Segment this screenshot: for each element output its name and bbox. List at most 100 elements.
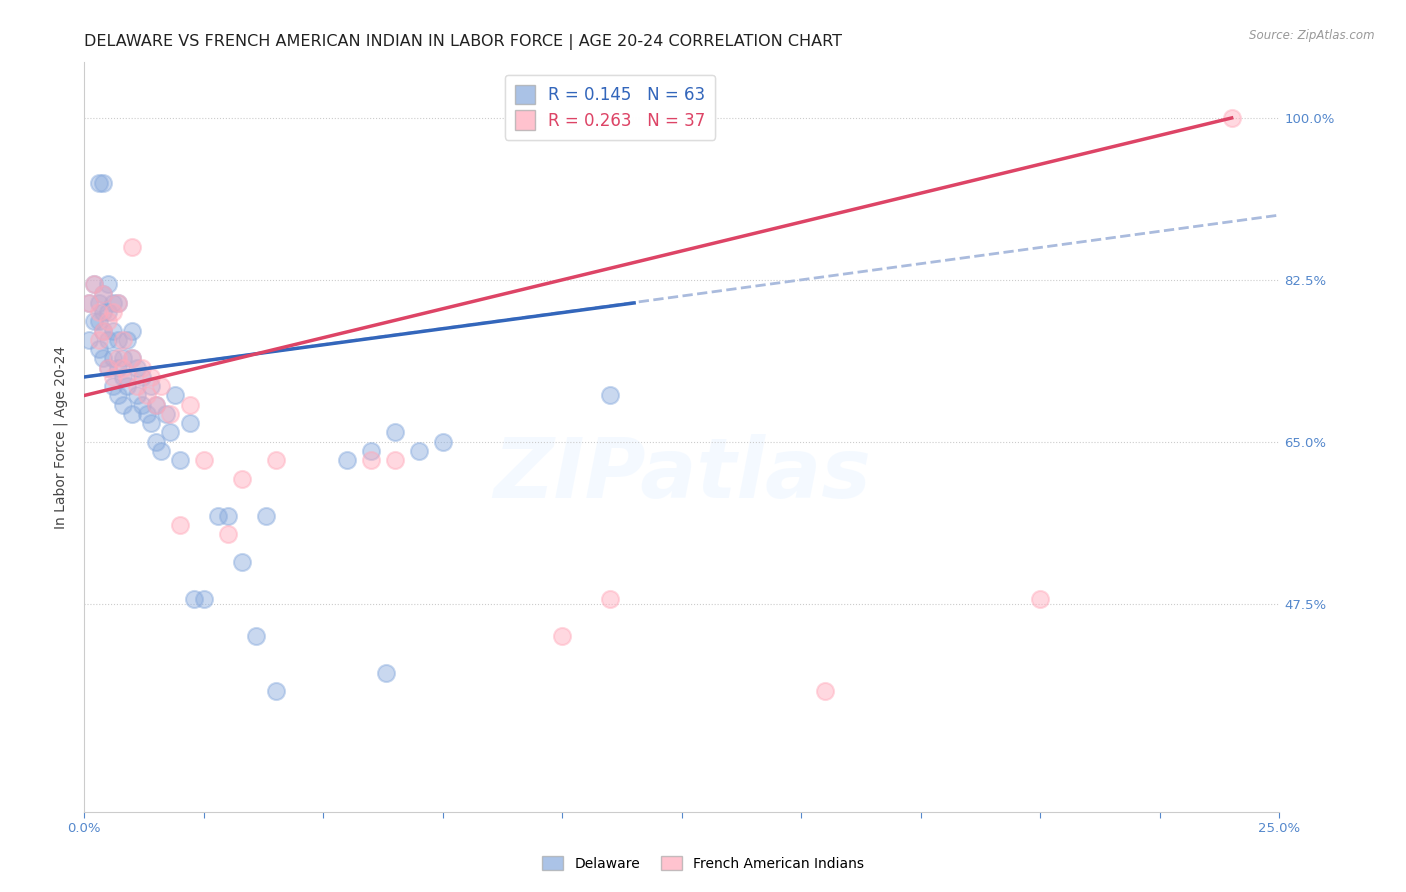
- Point: [93, 286, 115, 301]
- Point: [336, 453, 359, 467]
- Point: [101, 296, 124, 310]
- Point: [93, 176, 115, 190]
- Point: [111, 370, 134, 384]
- Point: [111, 398, 134, 412]
- Point: [155, 407, 177, 421]
- Point: [107, 296, 129, 310]
- Legend: R = 0.145   N = 63, R = 0.263   N = 37: R = 0.145 N = 63, R = 0.263 N = 37: [505, 75, 716, 140]
- Point: [145, 398, 167, 412]
- Point: [87, 314, 110, 328]
- Point: [101, 324, 124, 338]
- Point: [599, 591, 621, 606]
- Point: [384, 453, 406, 467]
- Point: [107, 296, 129, 310]
- Point: [179, 398, 201, 412]
- Point: [101, 379, 124, 393]
- Point: [217, 527, 239, 541]
- Point: [83, 277, 105, 292]
- Point: [264, 684, 287, 698]
- Point: [360, 444, 382, 458]
- Point: [245, 629, 267, 643]
- Point: [111, 333, 134, 347]
- Point: [107, 351, 129, 366]
- Point: [169, 453, 191, 467]
- Point: [97, 277, 120, 292]
- Point: [111, 351, 134, 366]
- Point: [121, 240, 143, 254]
- Point: [254, 508, 277, 523]
- Point: [87, 342, 110, 356]
- Point: [121, 351, 143, 366]
- Text: ZIPatlas: ZIPatlas: [494, 434, 870, 515]
- Point: [97, 314, 120, 328]
- Point: [384, 425, 406, 440]
- Point: [193, 591, 215, 606]
- Point: [97, 360, 120, 375]
- Point: [231, 472, 253, 486]
- Point: [217, 508, 239, 523]
- Point: [117, 379, 139, 393]
- Point: [121, 324, 143, 338]
- Point: [125, 388, 148, 402]
- Point: [814, 684, 837, 698]
- Point: [77, 296, 100, 310]
- Point: [83, 314, 105, 328]
- Point: [131, 370, 153, 384]
- Point: [117, 370, 139, 384]
- Point: [374, 665, 396, 680]
- Legend: Delaware, French American Indians: Delaware, French American Indians: [537, 850, 869, 876]
- Point: [360, 453, 382, 467]
- Point: [145, 434, 167, 449]
- Point: [193, 453, 215, 467]
- Point: [149, 379, 172, 393]
- Point: [149, 444, 172, 458]
- Point: [408, 444, 430, 458]
- Point: [93, 305, 115, 319]
- Point: [97, 360, 120, 375]
- Point: [207, 508, 229, 523]
- Point: [83, 277, 105, 292]
- Text: DELAWARE VS FRENCH AMERICAN INDIAN IN LABOR FORCE | AGE 20-24 CORRELATION CHART: DELAWARE VS FRENCH AMERICAN INDIAN IN LA…: [84, 34, 842, 50]
- Point: [551, 629, 574, 643]
- Point: [179, 416, 201, 430]
- Point: [93, 324, 115, 338]
- Point: [135, 388, 157, 402]
- Point: [231, 555, 253, 569]
- Point: [141, 379, 163, 393]
- Point: [117, 333, 139, 347]
- Point: [599, 388, 621, 402]
- Point: [125, 379, 148, 393]
- Point: [141, 416, 163, 430]
- Point: [101, 351, 124, 366]
- Point: [87, 333, 110, 347]
- Point: [264, 453, 287, 467]
- Point: [77, 296, 100, 310]
- Y-axis label: In Labor Force | Age 20-24: In Labor Force | Age 20-24: [53, 345, 69, 529]
- Point: [101, 305, 124, 319]
- Point: [145, 398, 167, 412]
- Text: Source: ZipAtlas.com: Source: ZipAtlas.com: [1250, 29, 1375, 42]
- Point: [141, 370, 163, 384]
- Point: [97, 305, 120, 319]
- Point: [111, 360, 134, 375]
- Point: [159, 407, 181, 421]
- Point: [131, 360, 153, 375]
- Point: [87, 176, 110, 190]
- Point: [432, 434, 454, 449]
- Point: [1029, 591, 1052, 606]
- Point: [87, 296, 110, 310]
- Point: [159, 425, 181, 440]
- Point: [93, 351, 115, 366]
- Point: [87, 305, 110, 319]
- Point: [93, 324, 115, 338]
- Point: [107, 388, 129, 402]
- Point: [1220, 111, 1243, 125]
- Point: [107, 333, 129, 347]
- Point: [135, 407, 157, 421]
- Point: [125, 360, 148, 375]
- Point: [165, 388, 187, 402]
- Point: [97, 333, 120, 347]
- Point: [101, 370, 124, 384]
- Point: [77, 333, 100, 347]
- Point: [93, 286, 115, 301]
